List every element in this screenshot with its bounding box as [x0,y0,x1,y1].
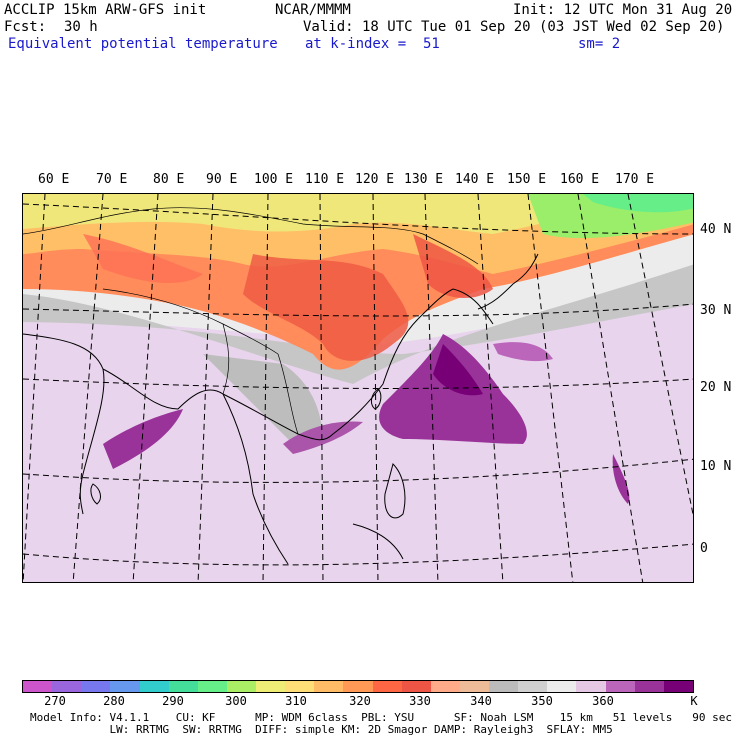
colorbar [22,680,694,693]
map-canvas [23,194,693,582]
colorbar-swatch [547,681,577,692]
colorbar-label-280: 280 [103,694,125,708]
red-band-china [243,254,409,361]
colorbar-label-340: 340 [470,694,492,708]
lon-label-70e: 70 E [96,172,128,187]
lat-label-20n: 20 N [700,380,732,395]
colorbar-swatch [489,681,519,692]
colorbar-label-300: 300 [225,694,247,708]
init-time: Init: 12 UTC Mon 31 Aug 20 [513,2,733,18]
lon-label-140e: 140 E [455,172,495,187]
lon-label-130e: 130 E [404,172,444,187]
colorbar-swatch [168,681,198,692]
valid-time: Valid: 18 UTC Tue 01 Sep 20 (03 JST Wed … [303,19,725,35]
colorbar-label-350: 350 [531,694,553,708]
indochina-gray-area [203,354,323,444]
high-theta-e-south-china-sea [283,421,363,454]
lat-label-40n: 40 N [700,222,732,237]
colorbar-swatch [81,681,111,692]
colorbar-swatch [139,681,169,692]
colorbar-label-270: 270 [44,694,66,708]
purple-filament [493,342,553,362]
tropical-moist-region [23,289,693,582]
smoothing-info: sm= 2 [578,36,621,52]
colorbar-swatch [197,681,227,692]
colorbar-swatch [226,681,256,692]
colorbar-label-320: 320 [349,694,371,708]
level-info: at k-index = 51 [305,36,440,52]
lon-label-120e: 120 E [355,172,395,187]
yellow-region [23,194,623,234]
model-info-line2: LW: RRTMG SW: RRTMG DIFF: simple KM: 2D … [30,723,613,736]
colorbar-swatch [343,681,373,692]
colorbar-swatch [23,681,53,692]
high-theta-e-bay-of-bengal [103,409,183,469]
forecast-label: Fcst: [4,19,47,35]
lon-label-110e: 110 E [305,172,345,187]
lat-label-0: 0 [700,541,708,556]
colorbar-swatch [401,681,431,692]
colorbar-swatch [634,681,664,692]
center-name: NCAR/MMMM [275,2,351,18]
lat-label-10n: 10 N [700,459,732,474]
cool-green-region [583,194,693,213]
colorbar-swatch [285,681,315,692]
lon-label-80e: 80 E [153,172,185,187]
colorbar-swatch [605,681,635,692]
field-name: Equivalent potential temperature [8,36,278,52]
lon-label-60e: 60 E [38,172,70,187]
colorbar-label-360: 360 [592,694,614,708]
forecast-hour: 30 h [64,19,98,35]
lat-lon-grid [23,194,693,582]
colorbar-label-290: 290 [162,694,184,708]
colorbar-swatch [256,681,286,692]
coastlines [23,253,539,565]
colorbar-swatch [459,681,489,692]
colorbar-swatch [52,681,82,692]
colorbar-swatch [430,681,460,692]
colorbar-swatch [110,681,140,692]
lon-label-100e: 100 E [254,172,294,187]
lon-label-150e: 150 E [507,172,547,187]
colorbar-unit: K [690,694,698,708]
colorbar-swatch [576,681,606,692]
lon-label-160e: 160 E [560,172,600,187]
red-band-tibet [83,234,203,284]
colorbar-label-310: 310 [285,694,307,708]
colorbar-swatch [518,681,548,692]
red-band-korea [413,234,493,299]
model-title: ACCLIP 15km ARW-GFS init [4,2,207,18]
lon-label-170e: 170 E [615,172,655,187]
model-info-line1: Model Info: V4.1.1 CU: KF MP: WDM 6class… [30,711,732,724]
colorbar-label-330: 330 [409,694,431,708]
lon-label-90e: 90 E [206,172,238,187]
map-panel [22,193,694,583]
colorbar-swatch [663,681,693,692]
colorbar-swatch [314,681,344,692]
colorbar-swatch [372,681,402,692]
max-theta-e-core [433,344,483,396]
lat-label-30n: 30 N [700,303,732,318]
